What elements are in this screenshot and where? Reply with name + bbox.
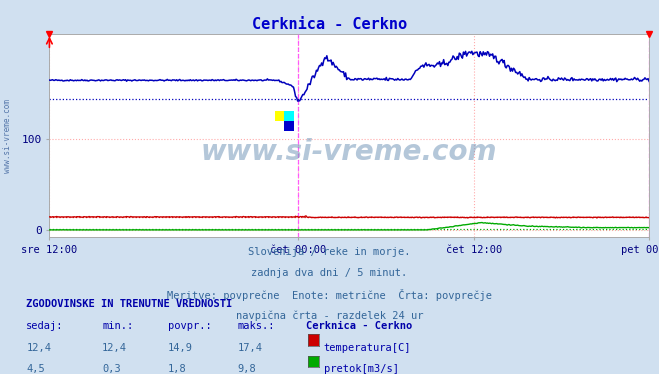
- Bar: [275, 111, 285, 121]
- Text: 1,8: 1,8: [168, 364, 186, 374]
- Text: Cerknica - Cerkno: Cerknica - Cerkno: [306, 321, 413, 331]
- Text: 12,4: 12,4: [26, 343, 51, 353]
- Text: maks.:: maks.:: [237, 321, 275, 331]
- Text: 4,5: 4,5: [26, 364, 45, 374]
- Text: 14,9: 14,9: [168, 343, 193, 353]
- Text: Meritve: povprečne  Enote: metrične  Črta: povprečje: Meritve: povprečne Enote: metrične Črta:…: [167, 289, 492, 301]
- Text: www.si-vreme.com: www.si-vreme.com: [3, 99, 13, 172]
- Text: navpična črta - razdelek 24 ur: navpična črta - razdelek 24 ur: [236, 311, 423, 321]
- Text: 17,4: 17,4: [237, 343, 262, 353]
- Bar: [285, 121, 294, 132]
- Text: povpr.:: povpr.:: [168, 321, 212, 331]
- Bar: [285, 111, 294, 121]
- Text: ZGODOVINSKE IN TRENUTNE VREDNOSTI: ZGODOVINSKE IN TRENUTNE VREDNOSTI: [26, 299, 233, 309]
- Text: 0,3: 0,3: [102, 364, 121, 374]
- Text: temperatura[C]: temperatura[C]: [324, 343, 411, 353]
- Text: sedaj:: sedaj:: [26, 321, 64, 331]
- Text: Slovenija / reke in morje.: Slovenija / reke in morje.: [248, 247, 411, 257]
- Text: zadnja dva dni / 5 minut.: zadnja dva dni / 5 minut.: [251, 268, 408, 278]
- Text: 12,4: 12,4: [102, 343, 127, 353]
- Text: 9,8: 9,8: [237, 364, 256, 374]
- Text: pretok[m3/s]: pretok[m3/s]: [324, 364, 399, 374]
- Text: www.si-vreme.com: www.si-vreme.com: [201, 138, 498, 166]
- Text: min.:: min.:: [102, 321, 133, 331]
- Text: Cerknica - Cerkno: Cerknica - Cerkno: [252, 17, 407, 32]
